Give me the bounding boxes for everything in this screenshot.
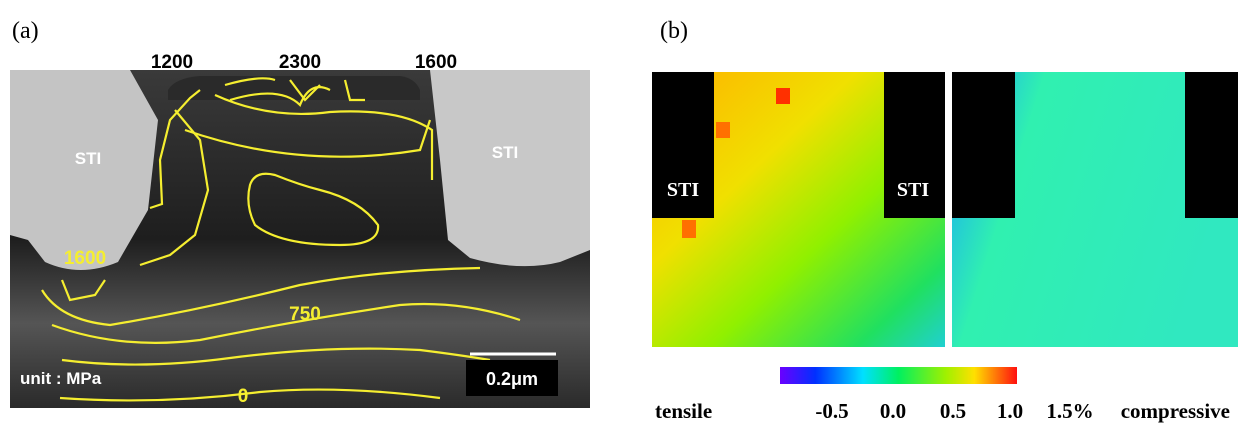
contour-label: 0 xyxy=(238,386,249,407)
colorbar-end-label: compressive xyxy=(1121,399,1230,423)
figure: (a) 1200 2300 1600 STI STI 1600 750 0 xyxy=(0,0,1238,426)
top-label: 1600 xyxy=(415,52,457,73)
colorbar-tick-label: -0.5 xyxy=(815,399,848,423)
top-label: 2300 xyxy=(279,52,321,73)
contour-label: 750 xyxy=(289,304,321,325)
strain-map xyxy=(952,72,1238,347)
panel-label: (a) xyxy=(12,18,39,44)
colorbar-tick-label: 0.0 xyxy=(880,399,906,423)
colorbar-tick-label: 0.5 xyxy=(940,399,966,423)
top-label: 1200 xyxy=(151,52,193,73)
sti-label: STI xyxy=(667,179,699,201)
strain-map xyxy=(652,72,945,347)
colorbar xyxy=(780,367,1017,384)
colorbar-tick-label: 1.5% xyxy=(1046,399,1093,423)
unit-label: unit : MPa xyxy=(20,369,102,388)
scale-bar-label: 0.2μm xyxy=(486,369,538,389)
panel-label: (b) xyxy=(660,18,688,44)
micrograph xyxy=(10,70,590,408)
sti-label: STI xyxy=(75,149,101,168)
colorbar-end-label: tensile xyxy=(655,399,712,423)
colorbar-tick-label: 1.0 xyxy=(997,399,1023,423)
contour-label: 1600 xyxy=(64,248,106,269)
sti-label: STI xyxy=(492,143,518,162)
sti-label: STI xyxy=(897,179,929,201)
